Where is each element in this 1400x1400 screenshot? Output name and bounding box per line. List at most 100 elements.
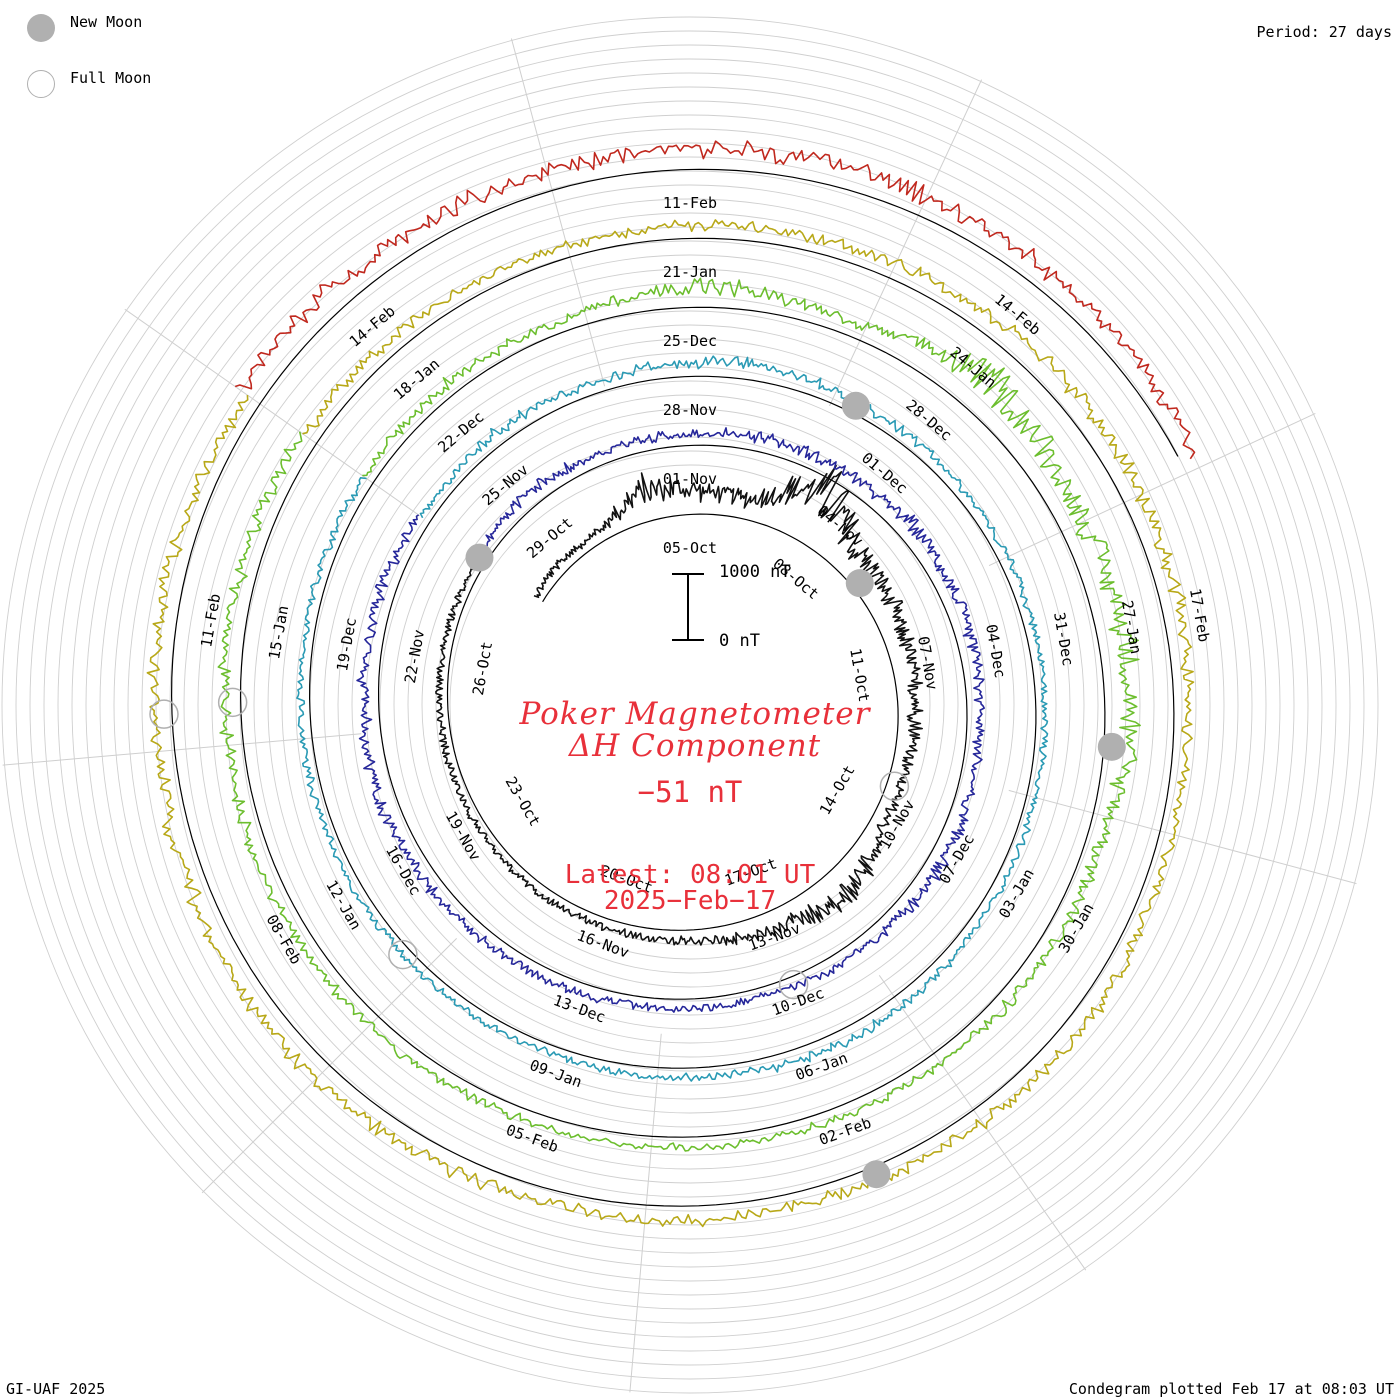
date-labels: 05-Oct08-Oct11-Oct14-Oct17-Oct20-Oct23-O…	[197, 194, 1213, 1156]
date-label: 13-Nov	[746, 919, 803, 954]
date-label: 19-Nov	[442, 808, 485, 864]
period-label: Period: 27 days	[1256, 23, 1392, 41]
grid-spoke	[2, 733, 362, 766]
date-label: 17-Feb	[1186, 587, 1213, 643]
date-label: 22-Dec	[434, 408, 487, 457]
date-label: 22-Nov	[401, 628, 428, 684]
grid-spoke	[124, 308, 420, 517]
chart-title-line2: ΔH Component	[568, 728, 822, 764]
date-label: 19-Dec	[333, 616, 360, 672]
date-label: 13-Dec	[551, 991, 608, 1026]
grid-spoke	[510, 38, 606, 387]
grid-circle	[281, 296, 1099, 1114]
full-moon-marker	[778, 969, 809, 1000]
full-moon-marker	[388, 939, 418, 970]
grid-spoke	[988, 412, 1316, 566]
latest-time: Latest: 08:01 UT	[564, 860, 816, 890]
date-label: 01-Dec	[858, 449, 911, 498]
new-moon-marker	[862, 1160, 891, 1189]
grid-circle	[71, 86, 1309, 1324]
grid-spoke	[629, 1033, 662, 1393]
full-moon-legend-icon	[27, 70, 55, 98]
date-label: 28-Dec	[902, 396, 955, 445]
trace-series-6	[234, 140, 1196, 460]
full-moon-marker	[217, 687, 248, 718]
date-label: 14-Oct	[816, 762, 859, 818]
date-label: 30-Jan	[1055, 900, 1098, 956]
new-moon-legend-icon	[27, 14, 55, 42]
grid-circle	[43, 58, 1337, 1352]
grid-circle	[99, 114, 1281, 1296]
grid-circle	[155, 170, 1225, 1240]
scale-bottom-label: 0 nT	[719, 631, 760, 651]
date-label: 01-Nov	[663, 470, 717, 488]
latest-date: 2025−Feb−17	[603, 886, 777, 916]
date-label: 11-Oct	[846, 647, 873, 703]
grid-circle	[337, 352, 1043, 1058]
grid-circle	[169, 184, 1211, 1226]
grid-spoke	[829, 79, 983, 407]
grid-circle	[15, 30, 1365, 1380]
new-moon-marker	[841, 391, 870, 420]
grid-spoke	[1008, 789, 1357, 885]
date-label: 11-Feb	[197, 592, 224, 648]
trace-series-4	[217, 277, 1141, 1152]
grid-circle	[57, 72, 1323, 1338]
grid-circle	[449, 464, 931, 946]
new-moon-marker	[845, 569, 874, 598]
grid-circle	[295, 310, 1085, 1100]
date-label: 31-Dec	[1050, 611, 1077, 667]
full-moon-marker	[149, 699, 179, 729]
date-label: 09-Jan	[527, 1056, 584, 1091]
grid-circle	[435, 450, 945, 960]
grid-circle	[127, 142, 1253, 1268]
footer-plot-time: Condegram plotted Feb 17 at 08:03 UT	[1068, 1380, 1394, 1398]
trace-series-3	[296, 355, 1049, 1082]
grid-circle	[379, 394, 1001, 1016]
date-label: 28-Nov	[663, 401, 717, 419]
moon-markers	[149, 391, 1126, 1189]
scale-top-label: 1000 nT	[719, 562, 791, 582]
full-moon-legend-label: Full Moon	[70, 69, 152, 87]
trace-series-2	[356, 427, 985, 1013]
baseline-spiral-path	[170, 168, 1179, 1207]
date-label: 23-Oct	[502, 774, 545, 830]
grid-circle	[365, 380, 1015, 1030]
full-moon-marker	[879, 771, 910, 801]
grid-circle	[141, 156, 1239, 1254]
grid-layer	[1, 16, 1379, 1394]
grid-circle	[225, 240, 1155, 1170]
date-label: 24-Jan	[947, 343, 1000, 392]
date-label: 10-Dec	[769, 984, 826, 1019]
date-label: 03-Jan	[995, 866, 1038, 922]
scale-bar	[672, 573, 704, 641]
grid-circle	[197, 212, 1183, 1198]
date-label: 10-Nov	[876, 797, 919, 853]
grid-circle	[421, 436, 959, 974]
new-moon-marker	[1097, 732, 1126, 761]
date-label: 21-Jan	[663, 263, 717, 281]
date-label: 25-Dec	[663, 332, 717, 350]
grid-circle	[323, 338, 1057, 1072]
baseline-spiral	[170, 168, 1179, 1207]
grid-circle	[29, 44, 1351, 1366]
date-label: 07-Dec	[935, 831, 978, 887]
new-moon-marker	[465, 543, 494, 572]
date-label: 02-Feb	[817, 1114, 874, 1149]
date-label: 12-Jan	[322, 877, 365, 933]
trace-series-5	[146, 219, 1195, 1228]
grid-circle	[1, 16, 1379, 1394]
new-moon-legend-label: New Moon	[70, 13, 143, 31]
traces-layer	[146, 140, 1196, 1228]
date-label: 25-Nov	[479, 461, 532, 510]
grid-circle	[113, 128, 1267, 1282]
current-value: −51 nT	[637, 775, 743, 809]
grid-circle	[85, 100, 1295, 1310]
grid-circle	[393, 408, 987, 1002]
chart-title-line1: Poker Magnetometer	[519, 696, 871, 732]
grid-circle	[407, 422, 973, 988]
grid-circle	[253, 268, 1127, 1142]
date-label: 11-Feb	[663, 194, 717, 212]
footer-credit: GI-UAF 2025	[6, 1380, 106, 1398]
